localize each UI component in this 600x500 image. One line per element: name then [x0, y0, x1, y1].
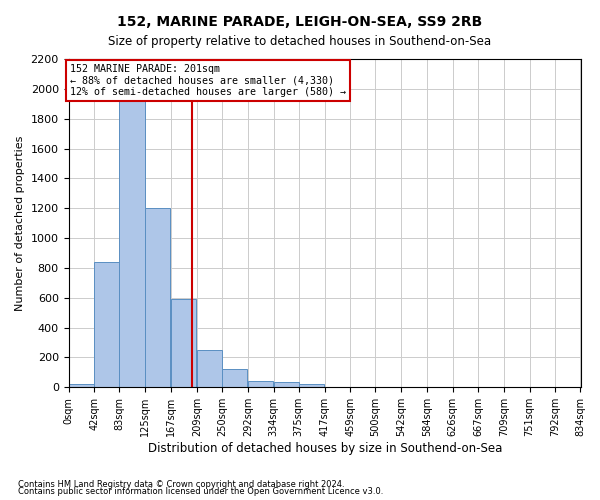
X-axis label: Distribution of detached houses by size in Southend-on-Sea: Distribution of detached houses by size …	[148, 442, 502, 455]
Bar	[94, 262, 119, 388]
Text: 152 MARINE PARADE: 201sqm
← 88% of detached houses are smaller (4,330)
12% of se: 152 MARINE PARADE: 201sqm ← 88% of detac…	[70, 64, 346, 97]
Bar	[222, 370, 247, 388]
Text: Contains HM Land Registry data © Crown copyright and database right 2024.: Contains HM Land Registry data © Crown c…	[18, 480, 344, 489]
Bar	[119, 96, 145, 388]
Bar	[325, 386, 350, 388]
Bar	[274, 382, 299, 388]
Text: Contains public sector information licensed under the Open Government Licence v3: Contains public sector information licen…	[18, 487, 383, 496]
Bar	[145, 208, 170, 388]
Bar	[197, 350, 222, 388]
Y-axis label: Number of detached properties: Number of detached properties	[15, 136, 25, 311]
Text: 152, MARINE PARADE, LEIGH-ON-SEA, SS9 2RB: 152, MARINE PARADE, LEIGH-ON-SEA, SS9 2R…	[118, 15, 482, 29]
Bar	[68, 384, 94, 388]
Bar	[248, 382, 273, 388]
Bar	[299, 384, 324, 388]
Text: Size of property relative to detached houses in Southend-on-Sea: Size of property relative to detached ho…	[109, 35, 491, 48]
Bar	[171, 300, 196, 388]
